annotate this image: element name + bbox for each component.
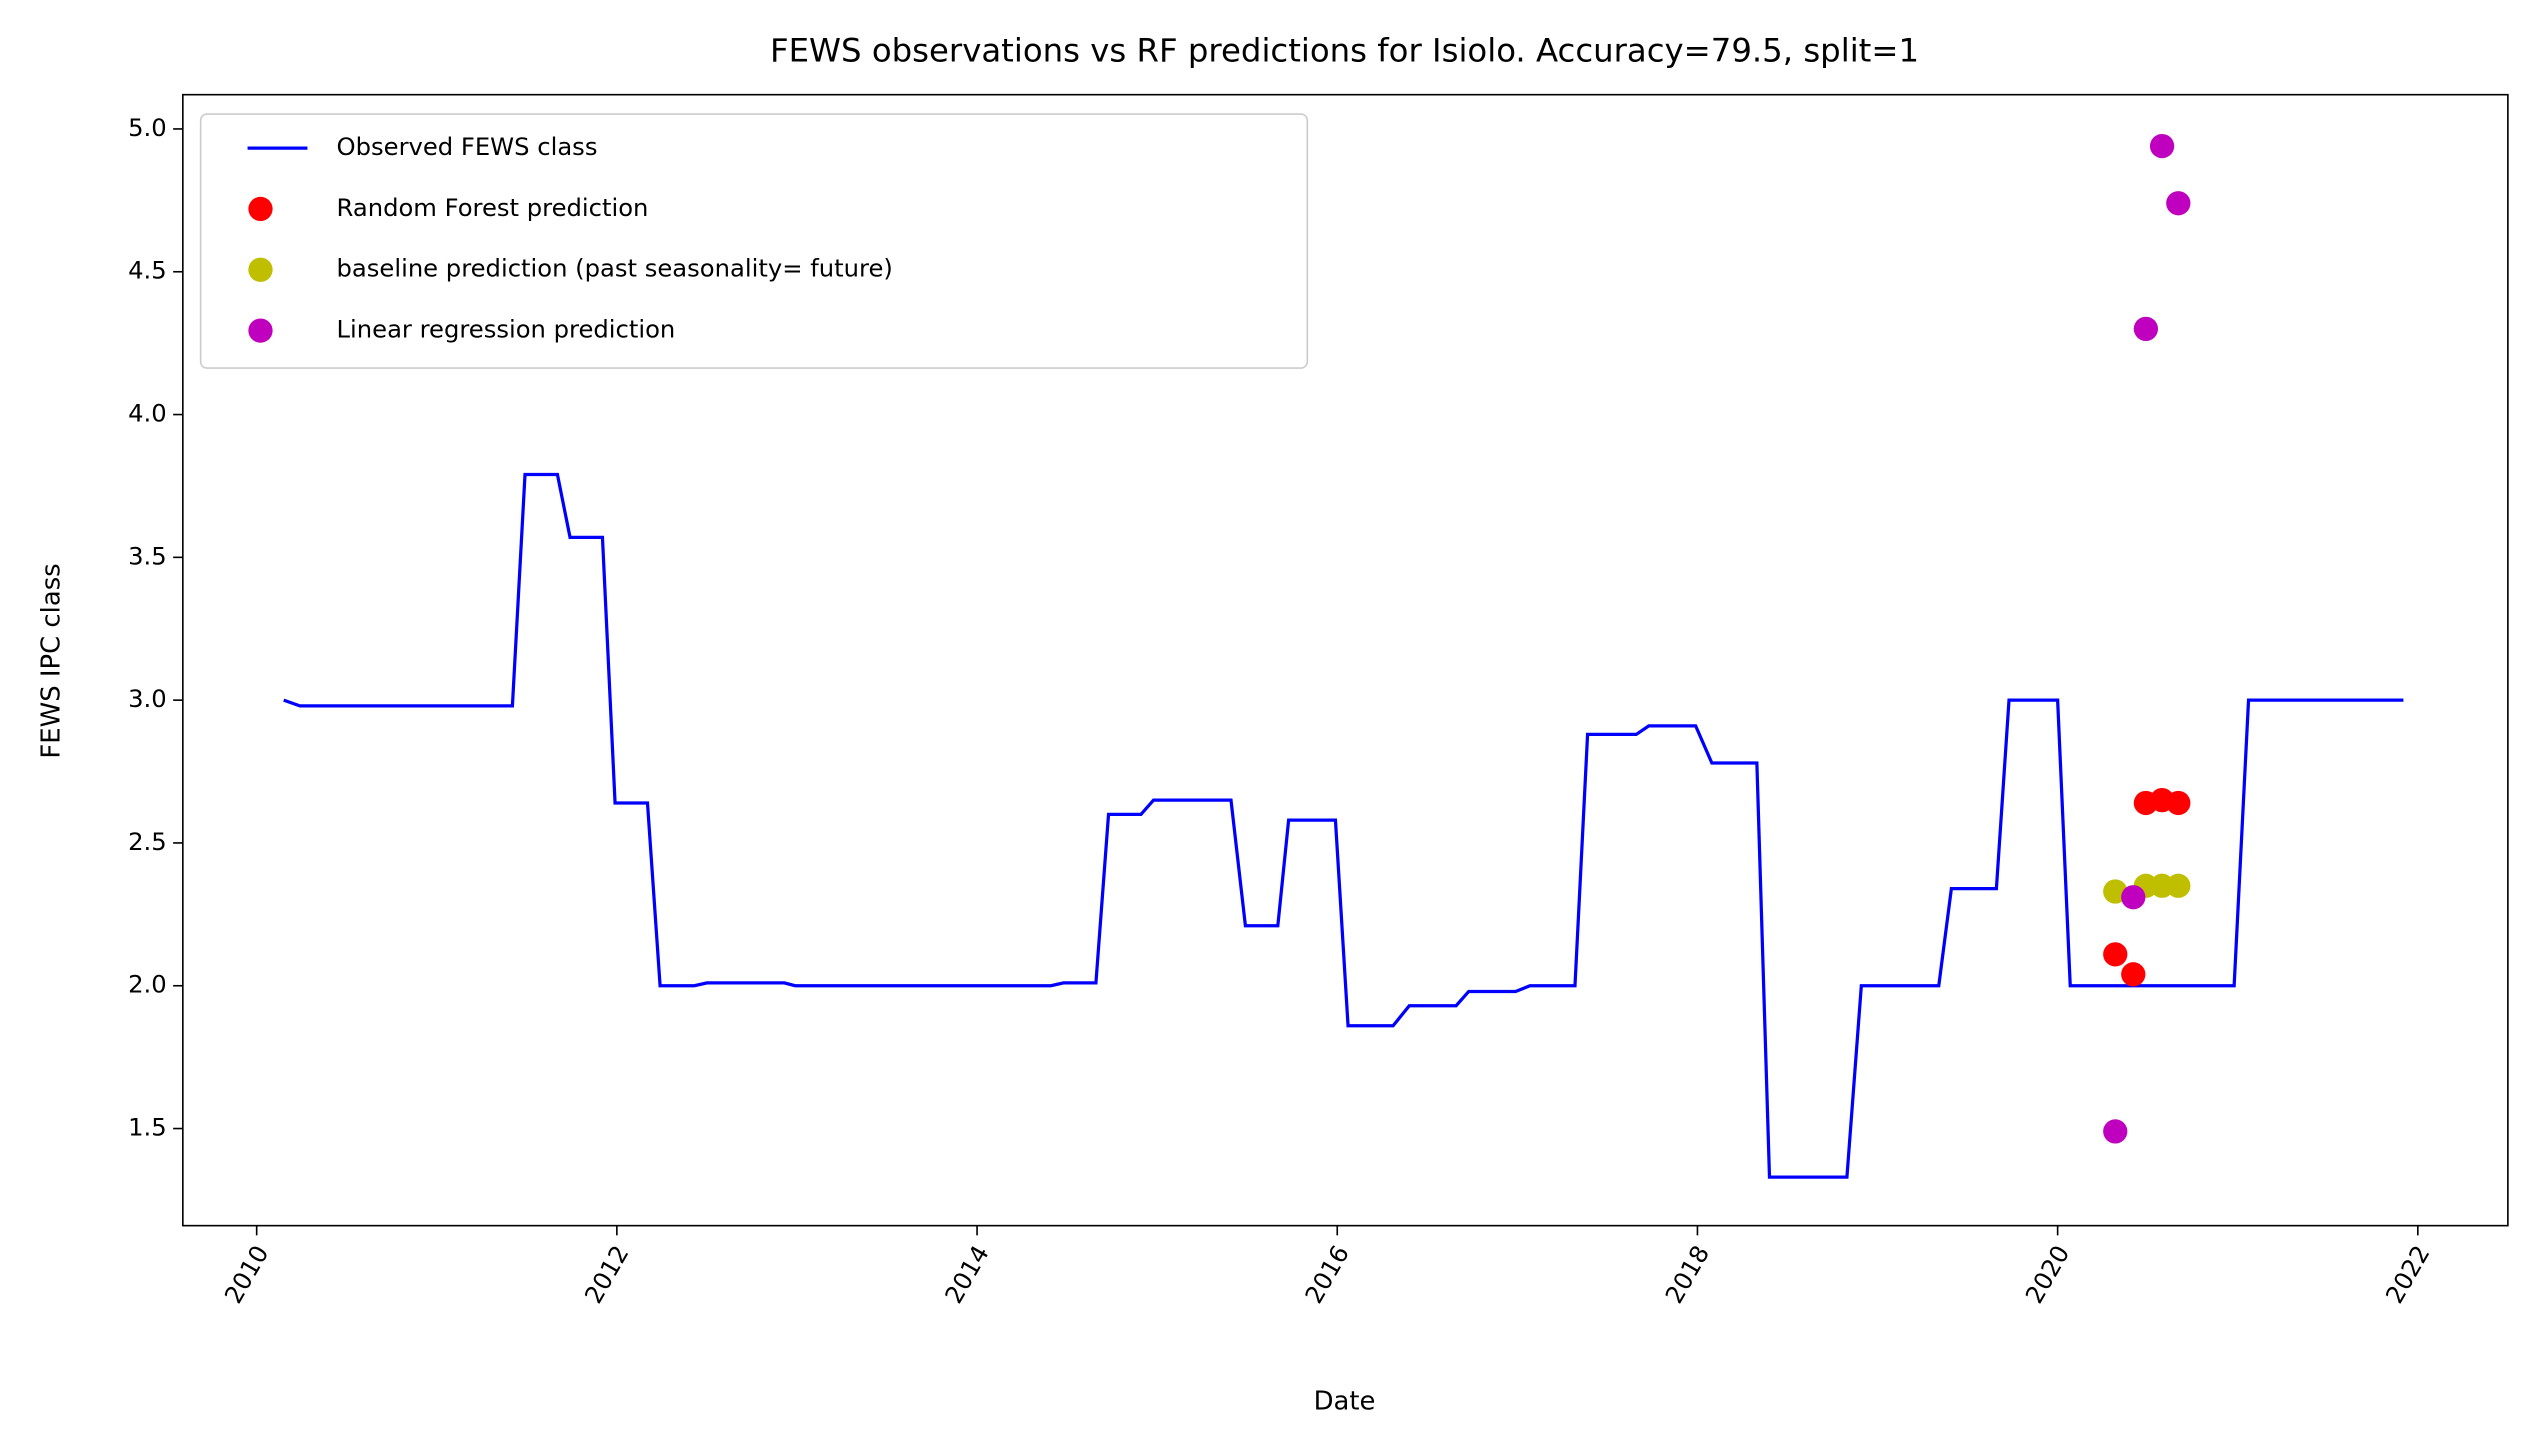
x-axis-label: Date: [1314, 1387, 1376, 1417]
y-axis-label: FEWS IPC class: [36, 563, 66, 758]
y-tick-label: 2.5: [128, 827, 167, 856]
legend-box: [199, 113, 1309, 369]
data-point: [2103, 1119, 2128, 1144]
data-point: [2149, 133, 2175, 159]
data-point: [2133, 316, 2159, 342]
data-point: [2166, 873, 2191, 898]
x-tick-label: 2014: [939, 1240, 995, 1308]
legend-label: Linear regression prediction: [337, 315, 676, 344]
legend-swatch: [248, 196, 273, 222]
legend-label: baseline prediction (past seasonality= f…: [337, 254, 893, 283]
data-line: [283, 472, 2404, 1179]
data-point: [2103, 942, 2128, 967]
y-tick-label: 4.0: [128, 399, 167, 428]
x-tick-label: 2022: [2380, 1240, 2436, 1308]
legend-swatch: [248, 318, 273, 343]
data-point: [2166, 790, 2191, 816]
legend-label: Random Forest prediction: [337, 193, 649, 222]
plot-frame: [182, 93, 2509, 1227]
y-tick-label: 2.0: [128, 970, 167, 999]
legend-swatch: [248, 257, 273, 282]
legend-label: Observed FEWS class: [337, 132, 598, 161]
y-tick-label: 5.0: [128, 113, 167, 142]
data-point: [2121, 962, 2146, 987]
chart-title: FEWS observations vs RF predictions for …: [770, 32, 1919, 70]
data-point: [2166, 191, 2191, 216]
y-tick-label: 3.5: [128, 541, 167, 570]
x-tick-label: 2012: [579, 1240, 635, 1308]
x-tick-label: 2016: [1299, 1240, 1355, 1308]
x-tick-label: 2018: [1659, 1240, 1715, 1308]
y-tick-label: 4.5: [128, 256, 167, 285]
y-tick-label: 1.5: [128, 1113, 167, 1142]
x-tick-label: 2020: [2019, 1240, 2075, 1308]
y-tick-label: 3.0: [128, 684, 167, 713]
x-tick-label: 2010: [218, 1240, 274, 1308]
data-point: [2121, 885, 2146, 910]
